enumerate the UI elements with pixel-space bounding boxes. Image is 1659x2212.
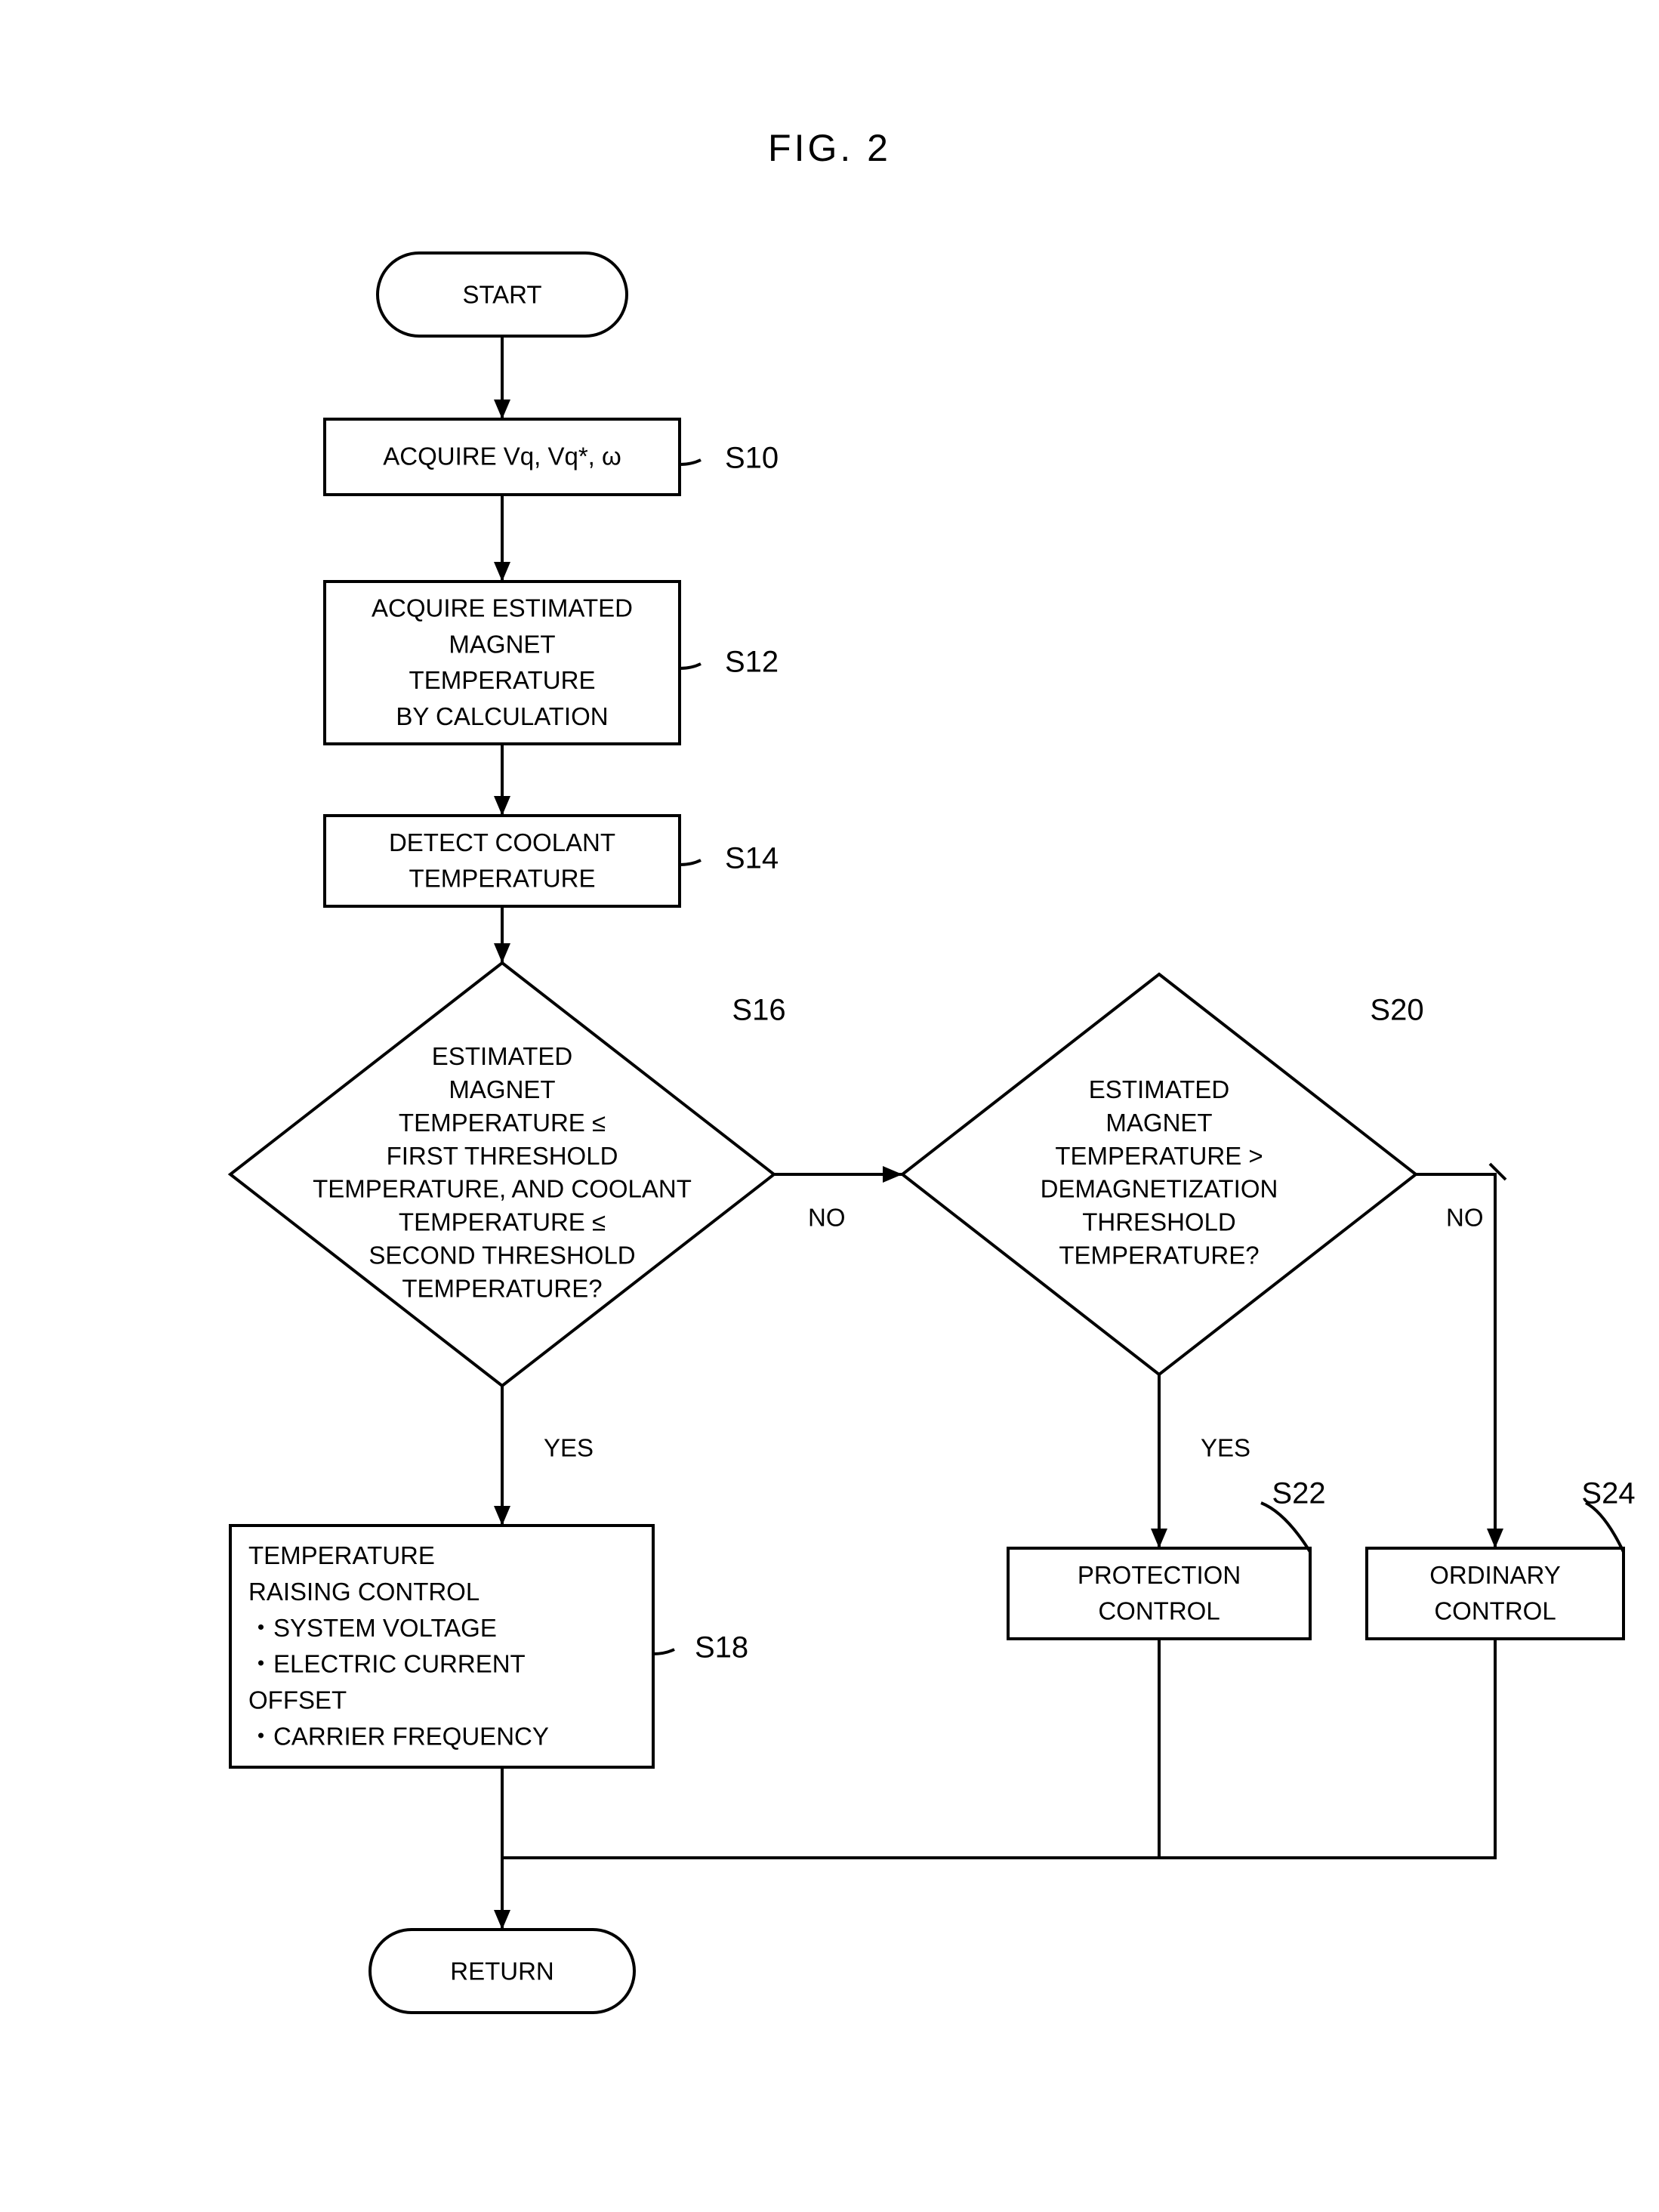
process-s22-line: PROTECTION [1078,1561,1241,1589]
decision-s16-line: ESTIMATED [432,1042,572,1070]
process-s24-line: CONTROL [1434,1597,1556,1625]
decision-s16-line: TEMPERATURE? [402,1274,602,1302]
decision-s16-line: FIRST THRESHOLD [387,1142,618,1170]
decision-s16-line: TEMPERATURE ≤ [399,1208,606,1236]
decision-s16-line: SECOND THRESHOLD [368,1241,635,1269]
decision-s20-line: TEMPERATURE? [1059,1241,1259,1269]
process-s12-line: MAGNET [449,630,555,658]
process-s18-line: TEMPERATURE [248,1541,435,1569]
step-label-s12: S12 [725,646,779,679]
step-label-s14: S14 [725,842,779,875]
process-s14-line: TEMPERATURE [409,865,596,893]
decision-s16-line: TEMPERATURE, AND COOLANT [313,1175,692,1203]
flowchart-svg: FIG. 2 START ACQUIRE Vq, Vq*, ω S10 ACQUIRE … [0,0,1659,2212]
process-s22-line: CONTROL [1098,1597,1220,1625]
process-s12-line: TEMPERATURE [409,666,596,694]
process-s24-line: ORDINARY [1429,1561,1561,1589]
flowchart-root: FIG. 2 START ACQUIRE Vq, Vq*, ω S10 ACQUIRE … [0,0,1659,2212]
process-s18-line: RAISING CONTROL [248,1578,480,1606]
figure-title: FIG. 2 [768,127,891,169]
return-terminator-label: RETURN [450,1957,554,1985]
decision-s20-line: TEMPERATURE > [1055,1142,1263,1170]
decision-s20-line: MAGNET [1105,1109,1212,1137]
decision-s16-no: NO [808,1204,846,1232]
decision-s16-yes: YES [544,1434,594,1462]
decision-s20-yes: YES [1201,1434,1250,1462]
decision-s20-no: NO [1446,1204,1484,1232]
process-s10-line: ACQUIRE Vq, Vq*, ω [383,443,621,470]
process-s18-line: ・CARRIER FREQUENCY [248,1722,549,1750]
decision-s20-line: DEMAGNETIZATION [1041,1175,1278,1203]
step-label-s16: S16 [732,994,785,1027]
step-label-s10: S10 [725,442,779,475]
process-s12-line: BY CALCULATION [396,702,608,730]
step-label-s20: S20 [1370,994,1423,1027]
start-terminator-label: START [462,281,541,309]
step-label-s22: S22 [1272,1477,1325,1510]
process-s18-line: ・ELECTRIC CURRENT [248,1650,526,1678]
process-s18-line: ・SYSTEM VOLTAGE [248,1614,497,1642]
decision-s20-line: THRESHOLD [1082,1208,1236,1236]
step-label-s18: S18 [695,1631,748,1664]
decision-s20-line: ESTIMATED [1089,1075,1229,1103]
process-s14-line: DETECT COOLANT [389,828,615,856]
decision-s16-line: MAGNET [449,1075,555,1103]
decision-s16-line: TEMPERATURE ≤ [399,1109,606,1137]
process-s18-line: OFFSET [248,1686,347,1714]
process-s12-line: ACQUIRE ESTIMATED [372,594,633,622]
